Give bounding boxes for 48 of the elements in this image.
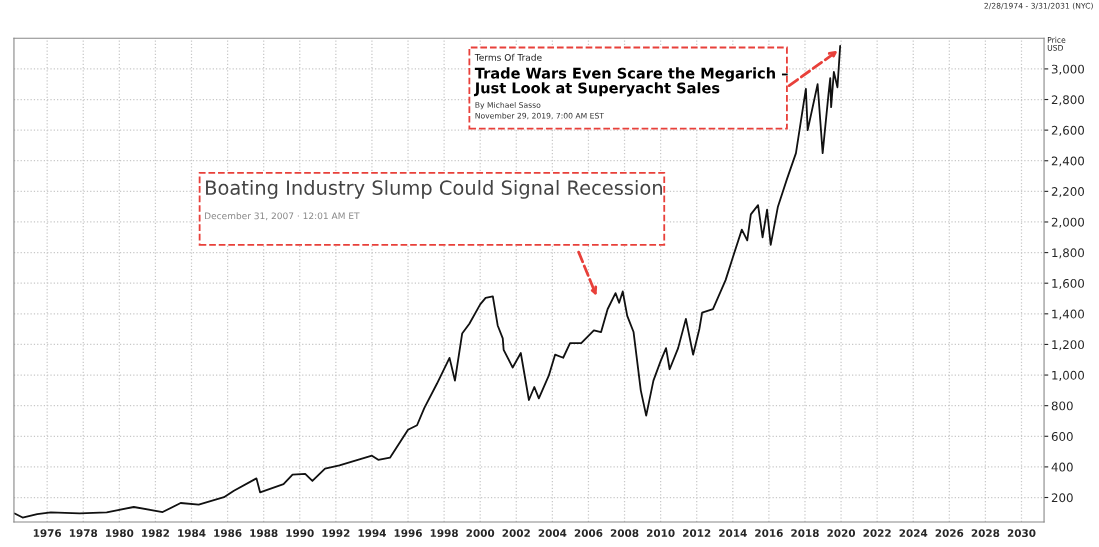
x-tick-label: 1988 bbox=[250, 529, 278, 538]
x-tick-label: 1992 bbox=[322, 529, 350, 538]
y-tick-label: 2,600 bbox=[1051, 125, 1085, 136]
x-tick-label: 2028 bbox=[971, 529, 1000, 538]
x-tick-label: 1980 bbox=[106, 529, 134, 538]
y-tick-label: 400 bbox=[1051, 462, 1073, 472]
x-tick-label: 2014 bbox=[719, 529, 747, 538]
x-tick-label: 2008 bbox=[610, 529, 639, 538]
x-tick-label: 1994 bbox=[358, 529, 386, 538]
y-tick-label: 600 bbox=[1051, 432, 1073, 441]
x-tick-label: 2006 bbox=[574, 529, 603, 538]
y-tick-label: 2,800 bbox=[1051, 95, 1085, 106]
y-tick-label: 1,400 bbox=[1052, 309, 1085, 320]
x-tick-label: 2004 bbox=[538, 529, 567, 538]
x-tick-label: 1986 bbox=[214, 529, 242, 538]
x-tick-label: 2002 bbox=[502, 529, 530, 538]
annotation: December 31, 2007 · 12:01 AM ET bbox=[205, 212, 360, 221]
y-tick-label: 1,200 bbox=[1052, 340, 1085, 351]
y-tick-label: 1,000 bbox=[1052, 370, 1085, 381]
x-tick-label: 2020 bbox=[827, 529, 856, 538]
x-tick-label: 1978 bbox=[69, 529, 98, 538]
y-tick-label: 200 bbox=[1051, 493, 1073, 503]
line-series bbox=[13, 45, 842, 519]
x-tick-label: 2022 bbox=[863, 529, 891, 538]
x-tick-label: 2018 bbox=[791, 529, 819, 538]
x-tick-label: 2012 bbox=[683, 529, 711, 538]
x-tick-label: 1982 bbox=[142, 529, 170, 538]
x-tick-label: 2030 bbox=[1007, 529, 1036, 538]
annotation: Terms Of Trade bbox=[474, 53, 542, 61]
x-tick-label: 2026 bbox=[935, 529, 964, 538]
annotation: Boating Industry Slump Could Signal Recession bbox=[206, 179, 662, 199]
x-tick-label: 1996 bbox=[394, 529, 422, 538]
x-tick-label: 1998 bbox=[430, 529, 458, 538]
x-tick-label: 1984 bbox=[178, 529, 206, 538]
y-tick-label: 800 bbox=[1051, 401, 1073, 411]
y-tick-label: 2,200 bbox=[1051, 187, 1085, 198]
y-tick-label: 1,800 bbox=[1052, 248, 1085, 259]
y-tick-label: 2,400 bbox=[1051, 156, 1085, 167]
y-tick-label: 3,000 bbox=[1051, 64, 1085, 75]
y-tick-label: 1,600 bbox=[1052, 278, 1085, 290]
x-tick-label: 2000 bbox=[466, 529, 495, 538]
x-tick-label: 1990 bbox=[286, 529, 314, 538]
x-tick-label: 1976 bbox=[33, 529, 62, 538]
annotation: Trade Wars Even Scare the Megarich – Just Look at Superyacht Sales bbox=[473, 67, 788, 97]
x-tick-label: 2016 bbox=[755, 529, 783, 538]
x-tick-label: 2024 bbox=[899, 529, 928, 538]
x-tick-label: 2010 bbox=[646, 529, 675, 538]
y-tick-label: 2,000 bbox=[1051, 217, 1085, 228]
